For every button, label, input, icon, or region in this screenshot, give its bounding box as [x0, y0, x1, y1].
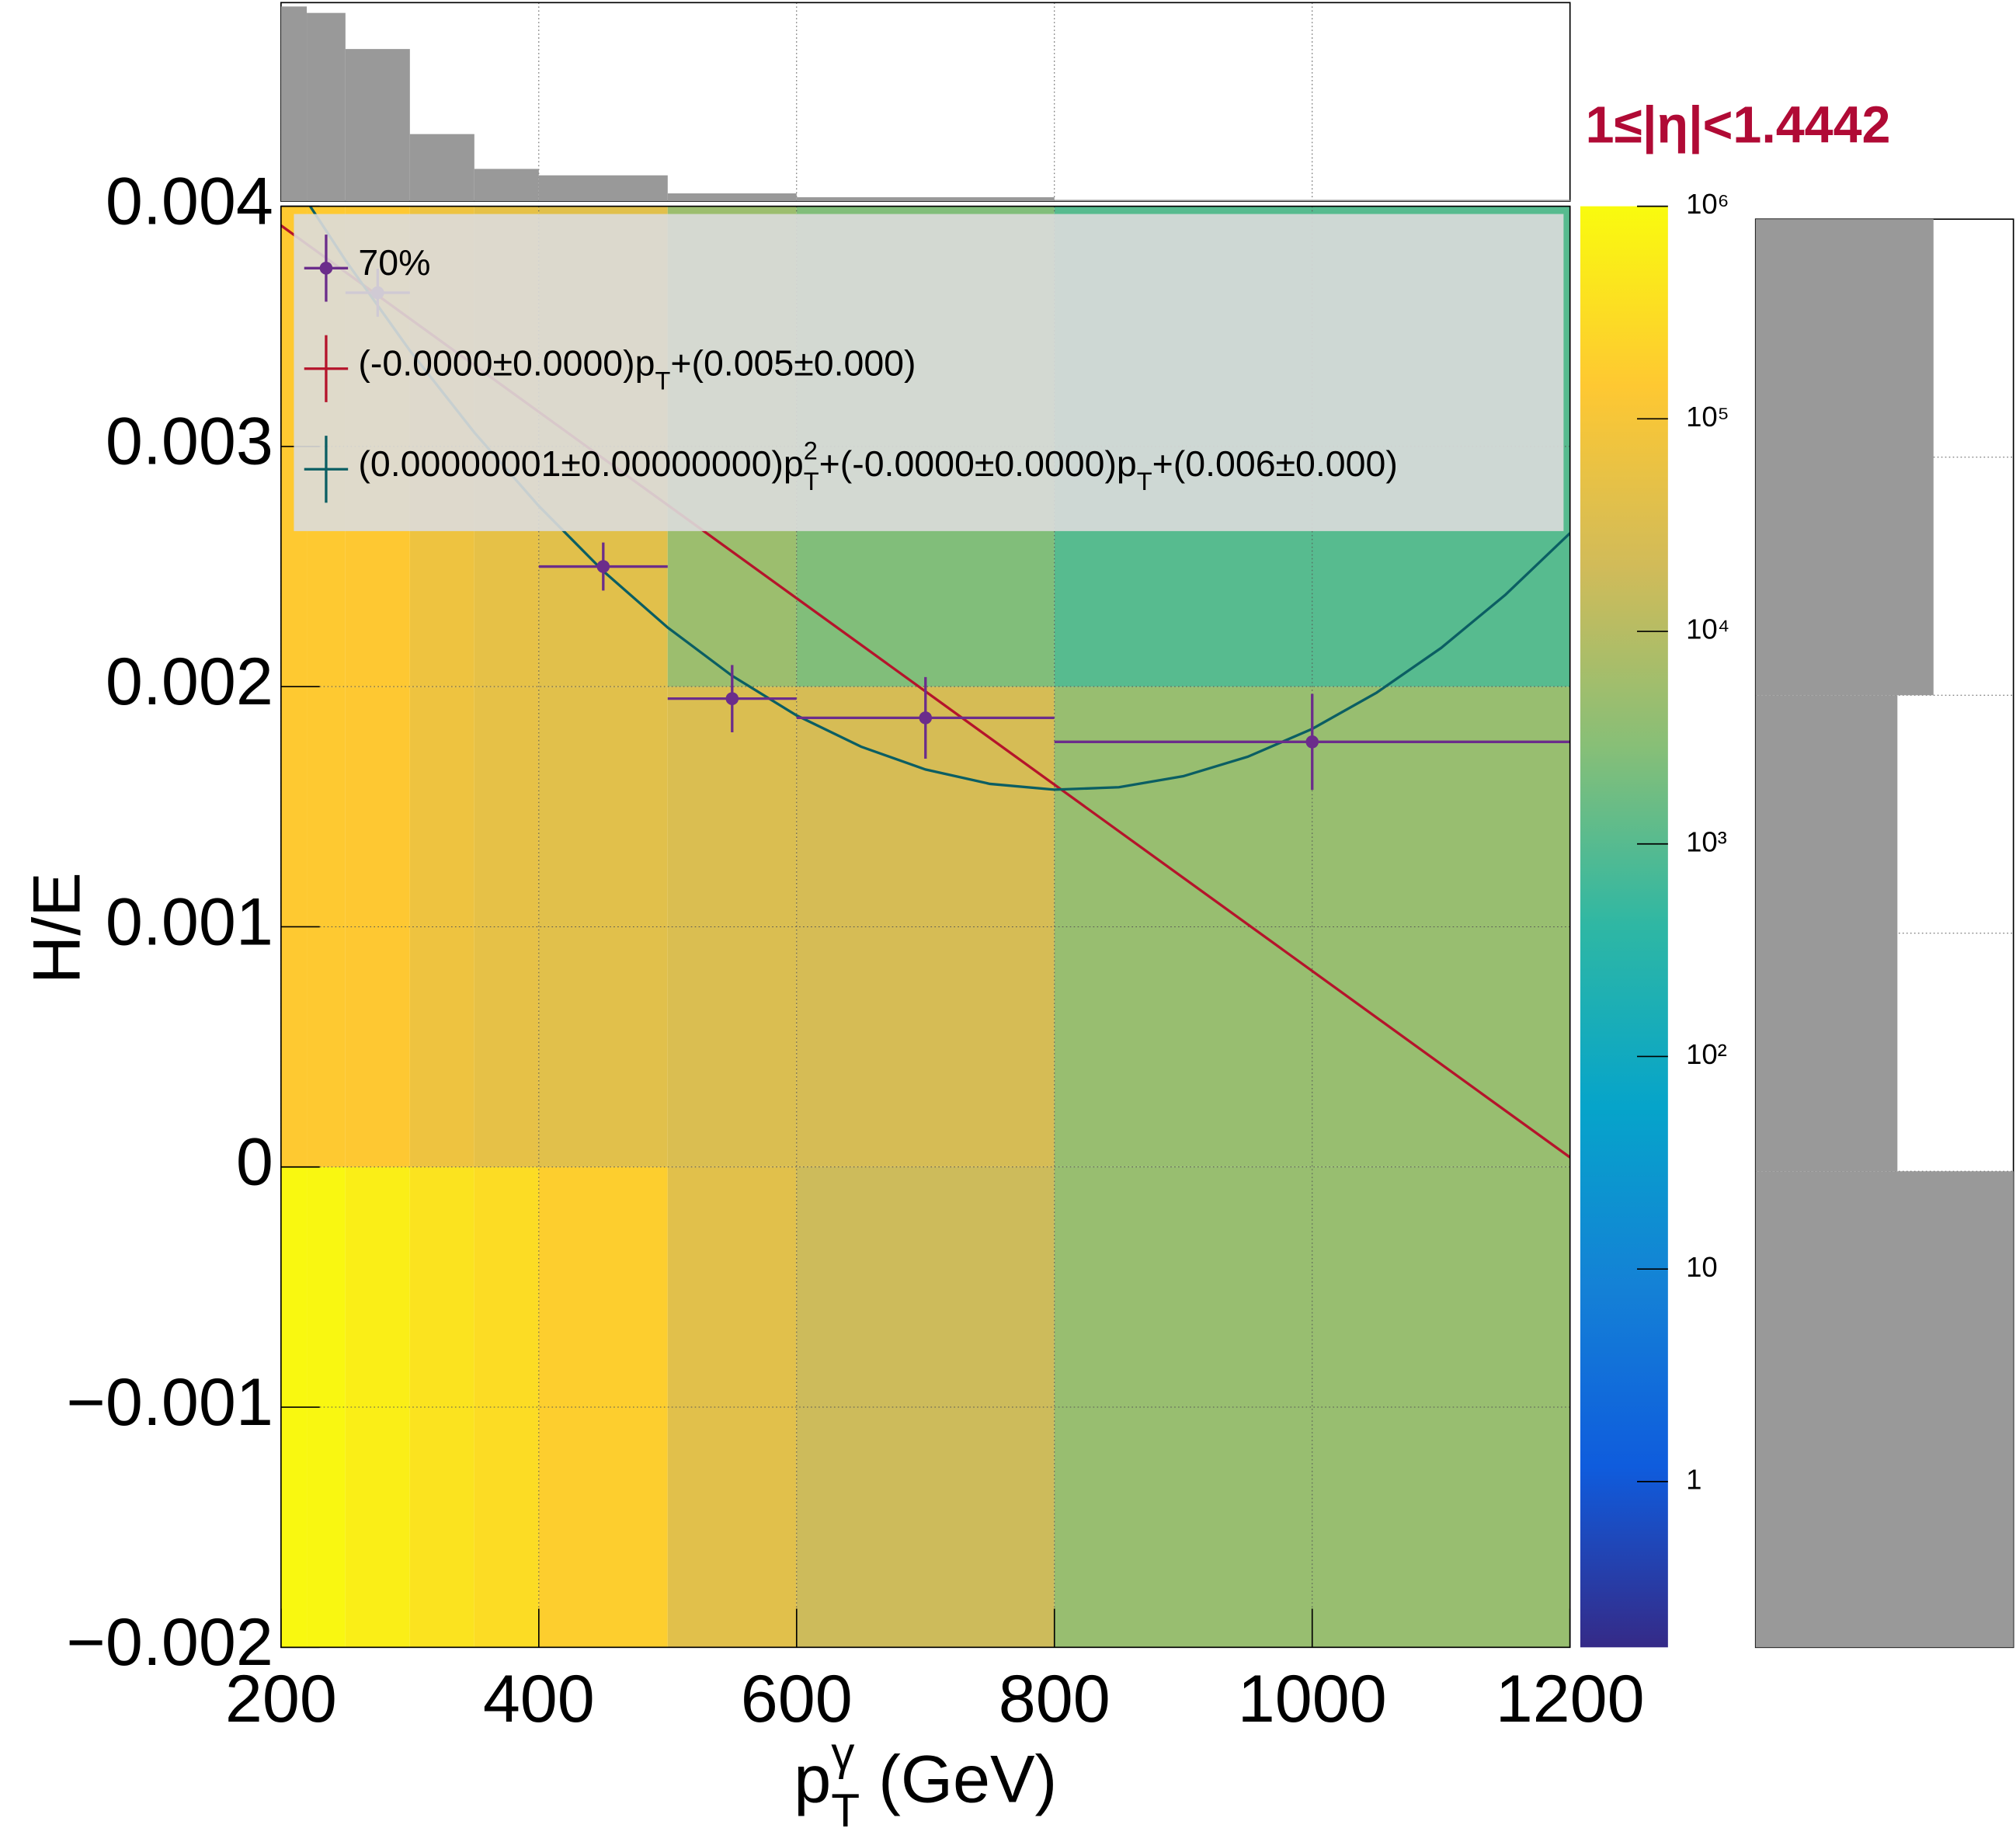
z-tick-label: 1: [1686, 1464, 1701, 1496]
legend-label-part: 2: [804, 436, 818, 464]
heatmap-cell: [667, 686, 797, 1167]
x-projection-bar: [1054, 200, 1570, 201]
heatmap-cell: [409, 686, 474, 1167]
y-tick-label: −0.001: [67, 1365, 273, 1440]
legend-label-part: T: [804, 467, 819, 495]
x-tick-label: 1200: [1496, 1662, 1645, 1736]
x-projection-bar: [280, 6, 308, 201]
point: [1305, 735, 1319, 749]
y-tick-label: 0.002: [106, 645, 273, 719]
point: [725, 692, 739, 705]
x-projection-bar: [796, 196, 1055, 201]
y-projection-bar: [1755, 219, 1934, 696]
legend-label-part: (0.00000001±0.00000000)p: [358, 443, 803, 484]
legend-label-part: +(-0.0000±0.0000)p: [819, 443, 1137, 484]
region-label: 1≤|η|<1.4442: [1586, 97, 1891, 155]
x-tick-label: 400: [483, 1662, 595, 1736]
colorbar: [1580, 206, 1668, 1648]
z-tick-label: 10²: [1686, 1038, 1727, 1070]
y-axis-title: H/E: [19, 872, 94, 984]
legend-label: (-0.0000±0.0000)pT+(0.005±0.000): [358, 343, 916, 394]
x-axis-title: pγ T (GeV): [794, 1727, 1057, 1837]
z-tick-label: 10⁵: [1686, 401, 1729, 433]
heatmap-cell: [409, 1166, 474, 1648]
legend-symbol: [319, 261, 333, 275]
z-tick-label: 10⁶: [1686, 188, 1729, 220]
x-projection-bar: [307, 12, 346, 201]
z-tick-label: 10: [1686, 1251, 1718, 1283]
heatmap-cell: [796, 1166, 1055, 1648]
legend-label: 70%: [358, 242, 430, 283]
x-projection-bar: [345, 49, 410, 201]
y-tick-label: 0.004: [106, 164, 273, 238]
x-tick-label: 200: [225, 1662, 337, 1736]
x-tick-label: 1000: [1238, 1662, 1387, 1736]
x-projection-bar: [538, 175, 668, 201]
x-projection-bar: [667, 193, 797, 201]
x-tick-label: 800: [999, 1662, 1111, 1736]
plot-frame: [280, 205, 1571, 1649]
legend-label: (0.00000001±0.00000000)p2 T+(-0.0000±0.00…: [358, 436, 1397, 495]
y-tick-label: 0.001: [106, 885, 273, 959]
x-tick-label: 600: [741, 1662, 853, 1736]
x-axis-title-part: γ: [831, 1727, 854, 1780]
x-axis-title-part: p: [794, 1742, 831, 1816]
z-tick-label: 10⁴: [1686, 613, 1729, 645]
y-tick-label: 0: [236, 1125, 273, 1200]
y-tick-label: −0.002: [67, 1605, 273, 1680]
legend-label-part: +(0.006±0.000): [1152, 443, 1398, 484]
x-axis-title-part: (GeV): [860, 1742, 1057, 1816]
legend-label-part: +(0.005±0.000): [670, 343, 916, 384]
legend-label-part: (-0.0000±0.0000)p: [358, 343, 655, 384]
legend-label-part: 70%: [358, 242, 430, 283]
x-projection-bar: [474, 169, 539, 201]
y-tick-label: 0.003: [106, 405, 273, 479]
y-projection-bar: [1755, 1171, 2014, 1648]
z-tick-label: 10³: [1686, 825, 1727, 857]
point: [596, 560, 610, 573]
legend-label-part: T: [655, 367, 670, 394]
heatmap-cell: [667, 1166, 797, 1648]
heatmap-cell: [796, 686, 1055, 1167]
legend: 70%(-0.0000±0.0000)pT+(0.005±0.000)(0.00…: [304, 235, 1398, 503]
x-projection-bar: [409, 134, 474, 201]
legend-label-part: T: [1137, 467, 1152, 495]
y-projection-bar: [1755, 695, 1898, 1172]
legend-box: [294, 214, 1564, 531]
point: [919, 711, 933, 725]
x-axis-title-part: T: [831, 1784, 860, 1837]
